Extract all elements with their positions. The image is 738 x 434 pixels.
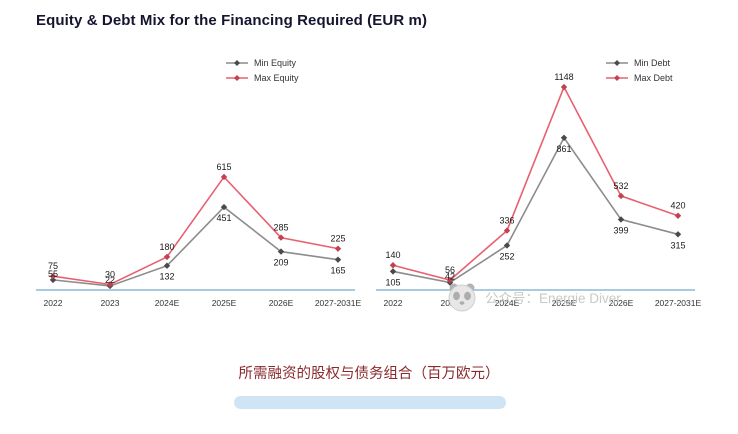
data-point-min-equity — [334, 256, 342, 263]
equity-chart: 2022 2023 2024E 2025E 2026E 2027-2031E 75 30 180… — [36, 58, 362, 308]
legend-item-min-equity: Min Equity — [226, 58, 297, 68]
series-line-min-debt — [392, 136, 679, 284]
legend-label: Min Equity — [254, 58, 297, 68]
data-point-min-debt — [389, 268, 397, 275]
data-point-min-debt — [560, 134, 568, 141]
data-point-min-debt — [503, 242, 511, 249]
data-point-max-equity — [220, 173, 228, 181]
data-label: 30 — [105, 269, 115, 279]
data-label: 75 — [48, 261, 58, 271]
x-tick-label: 2027-2031E — [655, 298, 702, 308]
legend-marker — [614, 60, 620, 66]
x-tick-label: 2023 — [101, 298, 120, 308]
data-label: 1148 — [554, 72, 573, 82]
data-point-min-equity — [163, 262, 171, 269]
data-label: 861 — [556, 144, 571, 154]
data-point-min-debt — [674, 231, 682, 238]
data-label: 165 — [330, 266, 345, 276]
data-point-min-equity — [277, 248, 285, 255]
x-tick-label: 2024E — [495, 298, 520, 308]
data-label: 56 — [445, 265, 455, 275]
legend-label: Min Debt — [634, 58, 671, 68]
data-point-max-debt — [617, 192, 625, 200]
page-title: Equity & Debt Mix for the Financing Requ… — [36, 12, 428, 29]
data-point-min-debt — [617, 216, 625, 223]
data-point-max-equity — [277, 234, 285, 241]
data-point-max-debt — [560, 83, 568, 91]
legend-item-min-debt: Min Debt — [606, 58, 671, 68]
x-tick-label: 2022 — [384, 298, 403, 308]
x-tick-label: 2026E — [269, 298, 294, 308]
x-tick-label: 2024E — [155, 298, 180, 308]
data-label: 180 — [159, 242, 174, 252]
data-point-max-debt — [446, 276, 454, 284]
series-line-max-debt — [392, 85, 679, 281]
data-point-max-debt — [389, 262, 397, 269]
legend-label: Max Debt — [634, 73, 673, 83]
legend-item-max-debt: Max Debt — [606, 73, 673, 83]
x-tick-label: 2026E — [609, 298, 634, 308]
data-point-max-equity — [163, 253, 171, 261]
x-tick-label: 2022 — [44, 298, 63, 308]
data-label: 105 — [385, 277, 400, 287]
data-point-max-equity — [106, 281, 114, 288]
series-line-min-equity — [52, 206, 339, 287]
x-tick-label: 2023 — [441, 298, 460, 308]
data-label: 22 — [105, 275, 115, 285]
data-label: 42 — [445, 272, 455, 282]
legend-marker — [234, 75, 240, 81]
data-label: 532 — [613, 181, 628, 191]
data-point-max-debt — [503, 227, 511, 234]
data-label: 55 — [48, 269, 58, 279]
data-label: 336 — [499, 216, 514, 226]
data-label: 285 — [273, 223, 288, 233]
legend-item-max-equity: Max Equity — [226, 73, 299, 83]
data-label: 420 — [670, 201, 685, 211]
data-point-max-equity — [334, 245, 342, 252]
legend: Min Debt Max Debt — [606, 58, 673, 83]
data-point-min-equity — [220, 203, 228, 211]
data-label: 140 — [385, 250, 400, 260]
caption: 所需融资的股权与债务组合（百万欧元） — [238, 366, 500, 382]
data-label: 132 — [159, 272, 174, 282]
data-label: 399 — [613, 225, 628, 235]
x-tick-label: 2025E — [552, 298, 577, 308]
series-line-max-equity — [52, 175, 339, 286]
data-label: 315 — [670, 240, 685, 250]
legend: Min Equity Max Equity — [226, 58, 299, 83]
legend-marker — [614, 75, 620, 81]
data-point-max-equity — [49, 273, 57, 280]
data-point-min-equity — [49, 276, 57, 284]
data-label: 209 — [273, 258, 288, 268]
charts-row: 2022 2023 2024E 2025E 2026E 2027-2031E 75 30 180… — [28, 52, 703, 320]
legend-marker — [234, 60, 240, 66]
bottom-pill-bar — [234, 396, 506, 409]
x-tick-label: 2027-2031E — [315, 298, 362, 308]
legend-label: Max Equity — [254, 73, 299, 83]
data-label: 615 — [216, 162, 231, 172]
x-tick-label: 2025E — [212, 298, 237, 308]
data-label: 451 — [216, 213, 231, 223]
data-point-max-debt — [674, 212, 682, 219]
debt-chart: 2022 2023 2024E 2025E 2026E 2027-2031E 140 56 33… — [376, 58, 702, 308]
data-label: 225 — [330, 234, 345, 244]
data-label: 252 — [499, 251, 514, 261]
